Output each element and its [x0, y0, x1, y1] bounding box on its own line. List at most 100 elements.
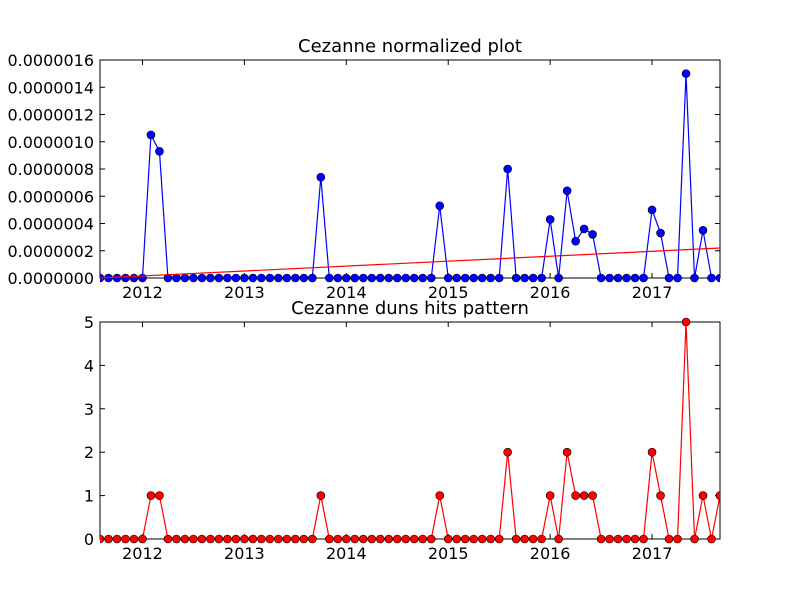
data-point — [358, 273, 368, 283]
data-point — [639, 273, 648, 283]
data-point — [613, 273, 623, 283]
data-point — [112, 273, 122, 283]
data-point — [248, 273, 258, 283]
x-tick-label: 2013 — [224, 544, 265, 563]
chart-title: Cezanne duns hits pattern — [291, 298, 529, 319]
x-tick-label: 2015 — [428, 544, 469, 563]
data-point — [554, 273, 563, 283]
data-point — [494, 534, 504, 544]
data-point — [605, 534, 614, 544]
data-point — [443, 534, 453, 544]
data-point — [690, 273, 699, 283]
y-tick-label: 0.0000008 — [7, 160, 94, 179]
chart-title: Cezanne normalized plot — [298, 36, 522, 57]
data-point — [520, 534, 529, 544]
data-point — [435, 491, 445, 500]
data-point — [223, 273, 232, 283]
data-point — [282, 534, 292, 544]
data-point — [282, 273, 292, 283]
y-tick-label: 0.0000004 — [7, 215, 94, 234]
data-point — [401, 534, 411, 544]
data-point — [486, 534, 495, 544]
data-point — [129, 273, 139, 283]
data-point — [435, 201, 445, 211]
y-tick-label: 0.0000012 — [7, 106, 94, 125]
data-point — [299, 534, 309, 544]
data-point — [477, 534, 487, 544]
data-point — [121, 273, 130, 283]
data-point — [554, 534, 563, 544]
data-point — [163, 534, 173, 544]
data-point — [155, 491, 164, 500]
data-point — [681, 317, 691, 327]
data-point — [673, 534, 682, 544]
data-point — [214, 273, 224, 283]
data-point — [469, 273, 479, 283]
data-point — [180, 273, 190, 283]
y-tick-label: 0.0000010 — [7, 133, 94, 152]
y-tick-label: 2 — [84, 443, 94, 462]
data-point — [291, 273, 300, 283]
data-point — [622, 534, 631, 544]
data-point — [418, 273, 428, 283]
series-group — [100, 69, 720, 283]
data-point — [316, 172, 326, 182]
data-point — [341, 273, 351, 283]
y-tick-label: 3 — [84, 400, 94, 419]
data-point — [129, 534, 139, 544]
data-point — [630, 273, 640, 283]
data-point — [146, 491, 156, 500]
data-point — [146, 130, 156, 140]
data-point — [197, 534, 207, 544]
data-point — [350, 534, 360, 544]
data-point — [656, 491, 665, 500]
y-tick-label: 0.0000014 — [7, 78, 94, 97]
data-point — [308, 273, 317, 283]
trend-line — [100, 247, 720, 279]
data-point — [325, 534, 334, 544]
data-point — [452, 273, 462, 283]
data-point — [588, 230, 597, 239]
x-tick-label: 2017 — [632, 544, 673, 563]
data-point — [715, 273, 720, 283]
data-point — [596, 534, 606, 544]
data-point — [571, 491, 580, 500]
data-point — [163, 273, 173, 283]
data-point — [375, 273, 385, 283]
data-point — [308, 534, 317, 544]
data-point — [443, 273, 453, 283]
data-point — [384, 273, 394, 283]
y-tick-label: 0.0000002 — [7, 242, 94, 261]
data-point — [316, 491, 326, 500]
data-point — [121, 534, 130, 544]
data-point — [690, 534, 699, 544]
data-point — [647, 205, 657, 215]
data-point — [257, 534, 266, 544]
data-point — [291, 534, 300, 544]
data-point — [571, 236, 580, 246]
data-point — [231, 534, 241, 544]
data-point — [537, 273, 546, 283]
data-point — [325, 273, 334, 283]
data-point — [350, 273, 360, 283]
y-tick-label: 1 — [84, 487, 94, 506]
data-point — [265, 534, 275, 544]
data-point — [622, 273, 631, 283]
data-point — [562, 447, 572, 457]
x-tick-label: 2017 — [632, 283, 673, 302]
data-point — [333, 534, 343, 544]
data-point — [596, 273, 606, 283]
data-point — [375, 534, 385, 544]
data-point — [528, 273, 538, 283]
data-point — [257, 273, 266, 283]
data-point — [248, 534, 258, 544]
data-point — [197, 273, 207, 283]
y-tick-label: 0 — [84, 530, 94, 549]
y-tick-label: 4 — [84, 356, 94, 375]
y-tick-label: 0.0000000 — [7, 269, 94, 288]
data-point — [189, 273, 198, 283]
x-tick-label: 2012 — [122, 544, 163, 563]
data-point — [274, 534, 283, 544]
data-point — [172, 273, 181, 283]
data-point — [562, 186, 572, 196]
